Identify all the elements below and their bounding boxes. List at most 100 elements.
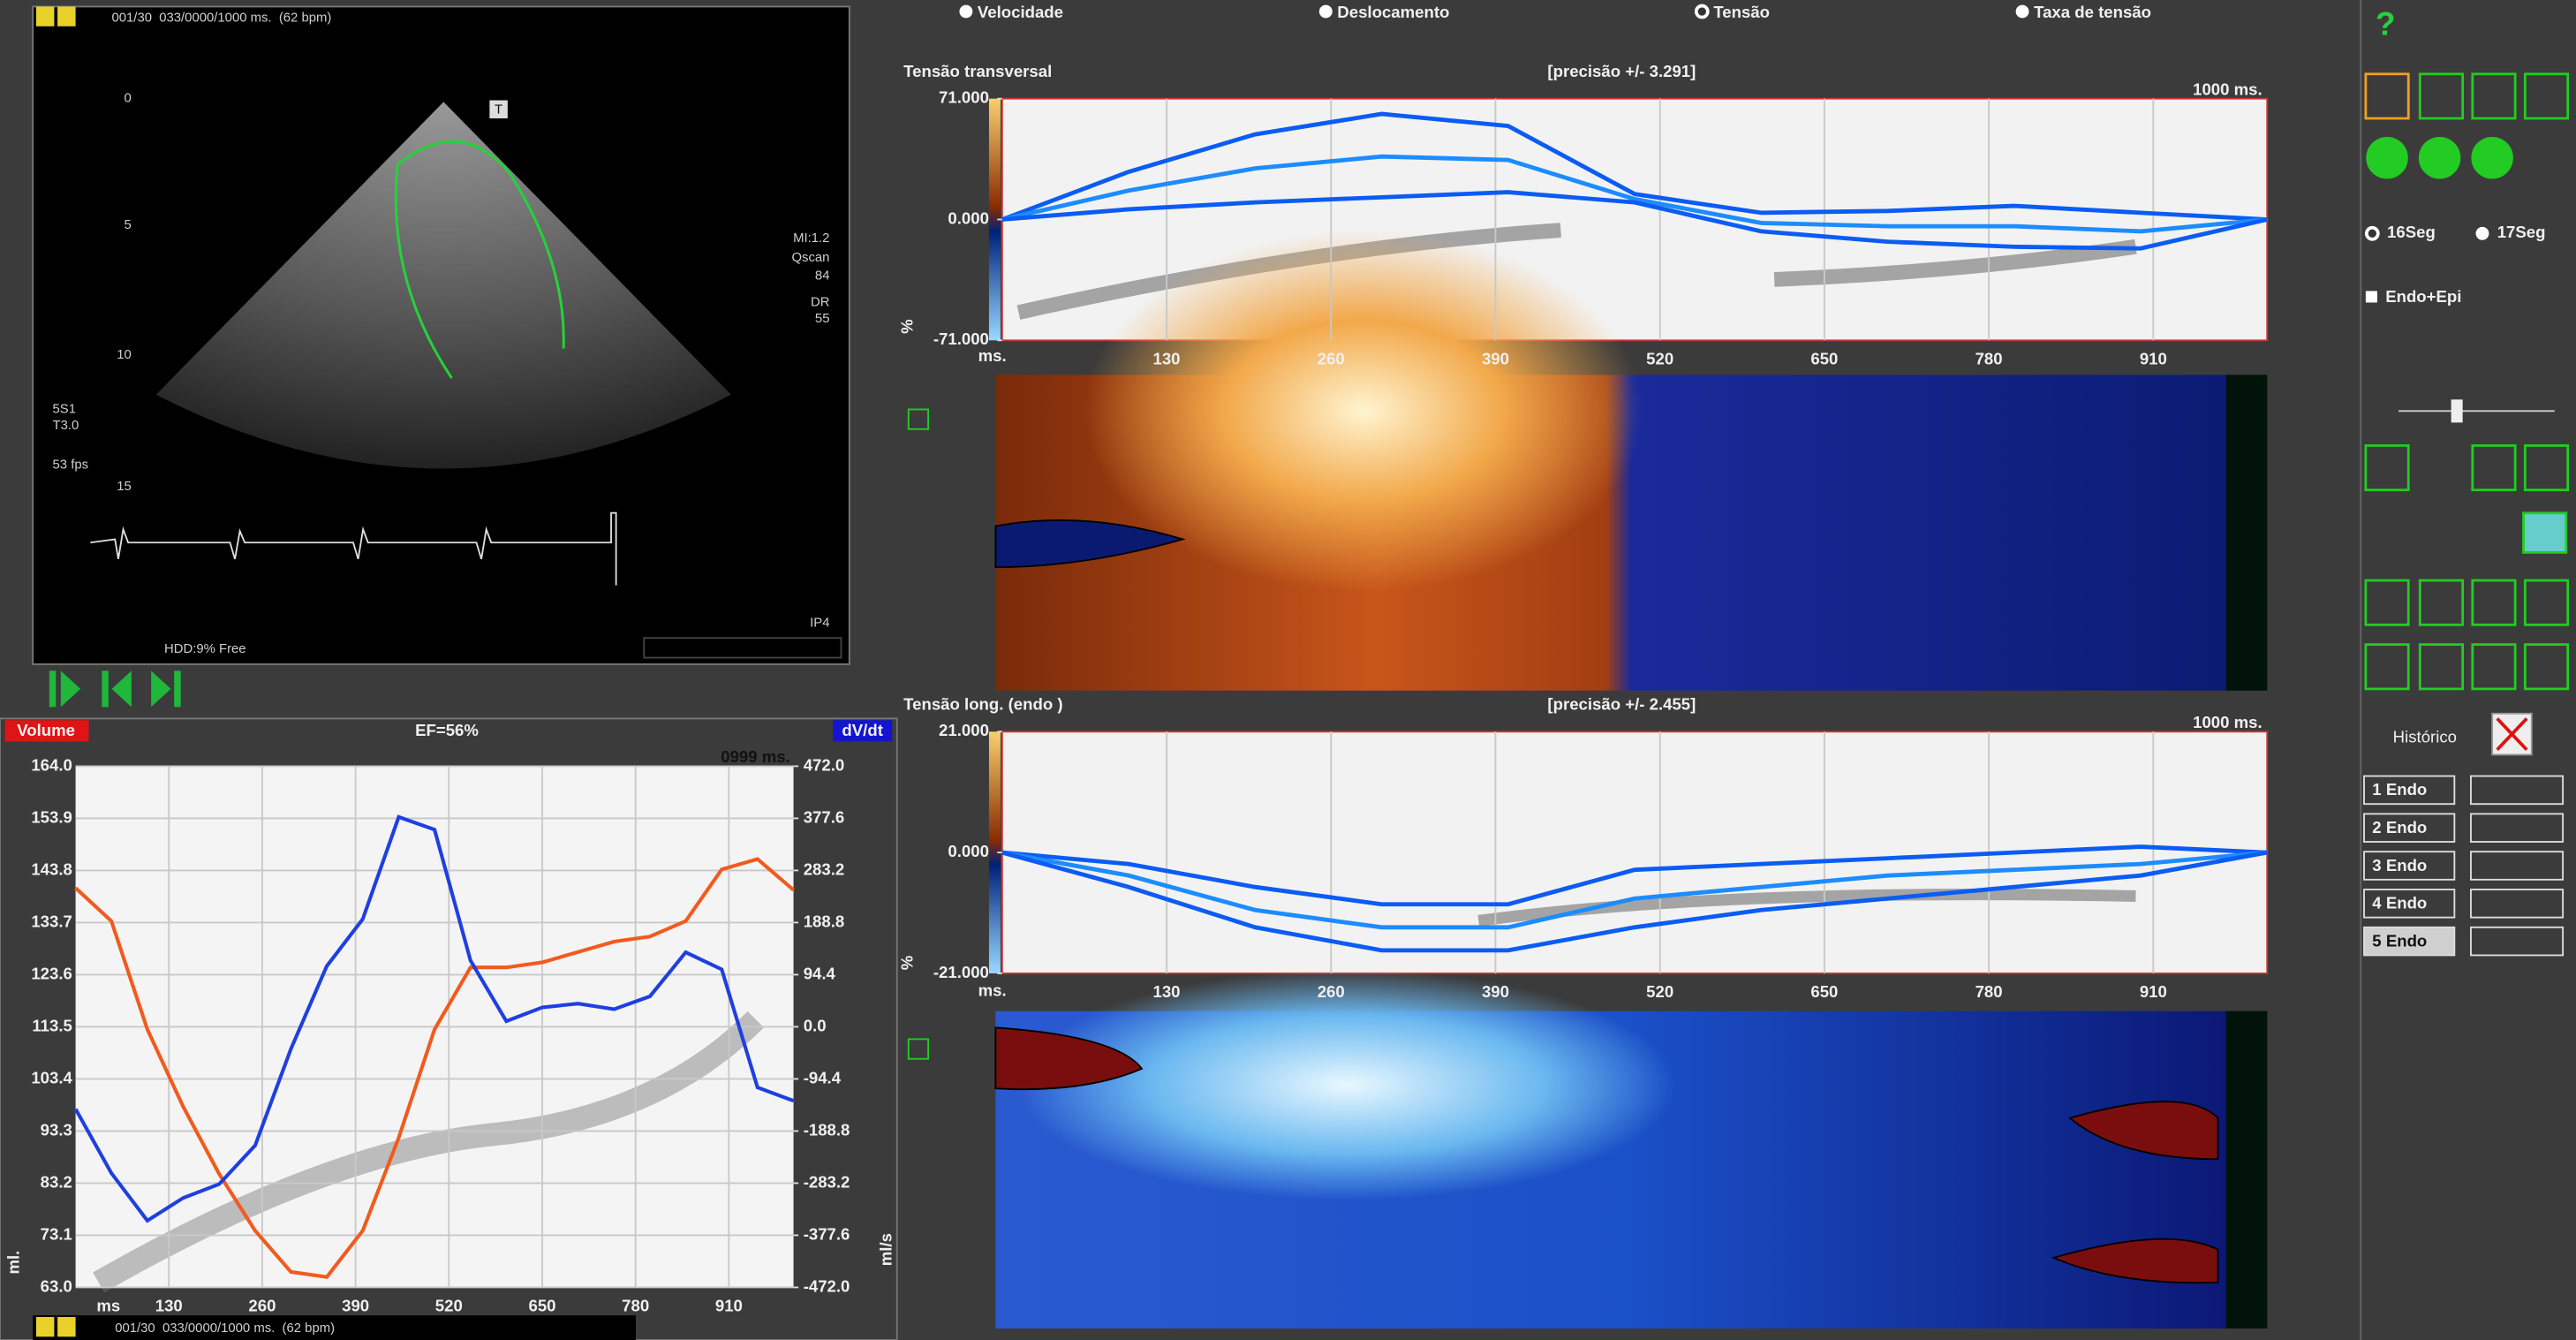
- endo-field[interactable]: [2470, 775, 2565, 806]
- y-tick-label: 93.3: [41, 1120, 72, 1139]
- series-line: [1001, 190, 2268, 251]
- y-tick-label: 133.7: [31, 912, 72, 930]
- x-tick-label: 260: [1318, 350, 1345, 368]
- playback-controls[interactable]: [49, 670, 181, 708]
- series-line: [1001, 850, 2268, 953]
- endo-field[interactable]: [2470, 889, 2565, 919]
- radio[interactable]: [2364, 225, 2380, 241]
- y-tick-label: 73.1: [41, 1224, 72, 1243]
- y-tick-label: 164.0: [31, 755, 72, 774]
- checkbox[interactable]: [2365, 291, 2377, 303]
- endo-field[interactable]: [2470, 851, 2565, 881]
- y-tick-label: 21.000: [939, 721, 989, 739]
- y-axis-label: %: [898, 955, 917, 970]
- y2-axis-label: ml/s: [876, 1233, 895, 1266]
- y-tick-label: 103.4: [31, 1068, 72, 1086]
- segment-label: 17Seg: [2497, 223, 2546, 241]
- 3d-button[interactable]: [907, 408, 930, 430]
- mode-label: Tensão: [1713, 3, 1770, 21]
- slider-handle[interactable]: [2451, 399, 2463, 423]
- x-tick-label: 780: [1975, 982, 2003, 1001]
- help-button[interactable]: ?: [2376, 5, 2396, 42]
- y-tick-label: 94.4: [804, 964, 836, 982]
- legend-box: [4, 720, 89, 742]
- endo-label: 1 Endo: [2372, 780, 2427, 799]
- history-label: Histórico: [2393, 728, 2457, 746]
- status: HDD:9% Free: [164, 642, 246, 656]
- setting-label: 55: [815, 312, 830, 326]
- footer-text: 001/30 033/0000/1000 ms. (62 bpm): [115, 1321, 335, 1336]
- x-tick-label: 260: [1318, 982, 1345, 1001]
- strain-plot-bg: [1001, 731, 2269, 974]
- x-tick-label: 910: [2140, 350, 2167, 368]
- endo-contour: [394, 140, 565, 379]
- y-tick-label: 143.8: [31, 859, 72, 878]
- prev-button[interactable]: [35, 6, 55, 26]
- x-tick-label: 520: [1646, 982, 1673, 1001]
- probe-label: 5S1: [53, 402, 76, 416]
- heatmap-region: [994, 519, 1186, 569]
- endo-field[interactable]: [2470, 926, 2565, 957]
- endo-button[interactable]: [2363, 813, 2456, 843]
- y-axis-label: %: [898, 319, 917, 334]
- y-tick-label: -21.000: [933, 963, 989, 981]
- endo-button[interactable]: [2363, 775, 2456, 806]
- color-bar: [988, 731, 1001, 973]
- depth-label: 0: [125, 92, 132, 106]
- y-tick-label: 283.2: [804, 859, 845, 878]
- legend-label: dV/dt: [842, 721, 882, 739]
- y-tick-label: 377.6: [804, 807, 845, 826]
- y-tick-label: 123.6: [31, 964, 72, 982]
- color-bar: [988, 98, 1001, 341]
- radio[interactable]: [959, 4, 973, 19]
- mode-label: Velocidade: [978, 3, 1063, 21]
- y-tick-label: -377.6: [804, 1224, 850, 1243]
- tool-icons[interactable]: [2364, 72, 2570, 691]
- radio[interactable]: [2475, 226, 2489, 240]
- 3d-button[interactable]: [907, 1038, 930, 1060]
- x-tick-label: 520: [435, 1297, 463, 1315]
- chart-title: EF=56%: [415, 721, 479, 739]
- endo-field[interactable]: [2470, 813, 2565, 843]
- radio[interactable]: [1694, 4, 1710, 19]
- radio[interactable]: [1318, 4, 1333, 19]
- y-tick-label: 83.2: [41, 1172, 72, 1191]
- x-tick-label: 780: [622, 1297, 649, 1315]
- x-tick-label: 520: [1646, 350, 1673, 368]
- y-tick-label: 153.9: [31, 807, 72, 826]
- mode-label: Deslocamento: [1337, 3, 1449, 21]
- chart-subtitle: [precisão +/- 3.291]: [1547, 62, 1696, 80]
- x-tick-label: 260: [248, 1297, 276, 1315]
- x-axis-label: ms.: [978, 346, 1007, 365]
- x-tick-label: 650: [1810, 982, 1838, 1001]
- setting-label: DR: [811, 295, 830, 309]
- next-button[interactable]: [57, 1316, 76, 1337]
- series-line: [1001, 111, 2268, 222]
- y-tick-label: 71.000: [939, 88, 989, 107]
- series-line: [74, 857, 795, 1279]
- prev-button[interactable]: [35, 1316, 55, 1337]
- echo-toolbar: [643, 637, 842, 659]
- time-label: 1000 ms.: [2193, 713, 2262, 731]
- x-tick-label: 130: [155, 1297, 183, 1315]
- y-tick-label: -472.0: [804, 1276, 850, 1295]
- radio[interactable]: [2015, 4, 2029, 19]
- endo-button[interactable]: [2363, 889, 2456, 919]
- depth-label: 10: [117, 348, 132, 362]
- endo-button[interactable]: [2363, 926, 2456, 957]
- y-tick-label: 0.000: [948, 208, 989, 227]
- x-tick-label: 130: [1153, 982, 1181, 1001]
- marker-box: [489, 100, 508, 119]
- echo-header: 001/30 033/0000/1000 ms. (62 bpm): [112, 11, 332, 25]
- y-tick-label: 63.0: [41, 1276, 72, 1295]
- x-tick-label: 910: [2140, 982, 2167, 1001]
- endo-label: 3 Endo: [2372, 856, 2427, 874]
- echo-sector: [155, 102, 731, 469]
- clear-icon: [2496, 717, 2528, 752]
- next-button[interactable]: [57, 6, 76, 26]
- x-tick-label: 780: [1975, 350, 2003, 368]
- endo-button[interactable]: [2363, 851, 2456, 881]
- chart-title: Tensão long. (endo ): [903, 694, 1062, 713]
- y-tick-label: 188.8: [804, 912, 845, 930]
